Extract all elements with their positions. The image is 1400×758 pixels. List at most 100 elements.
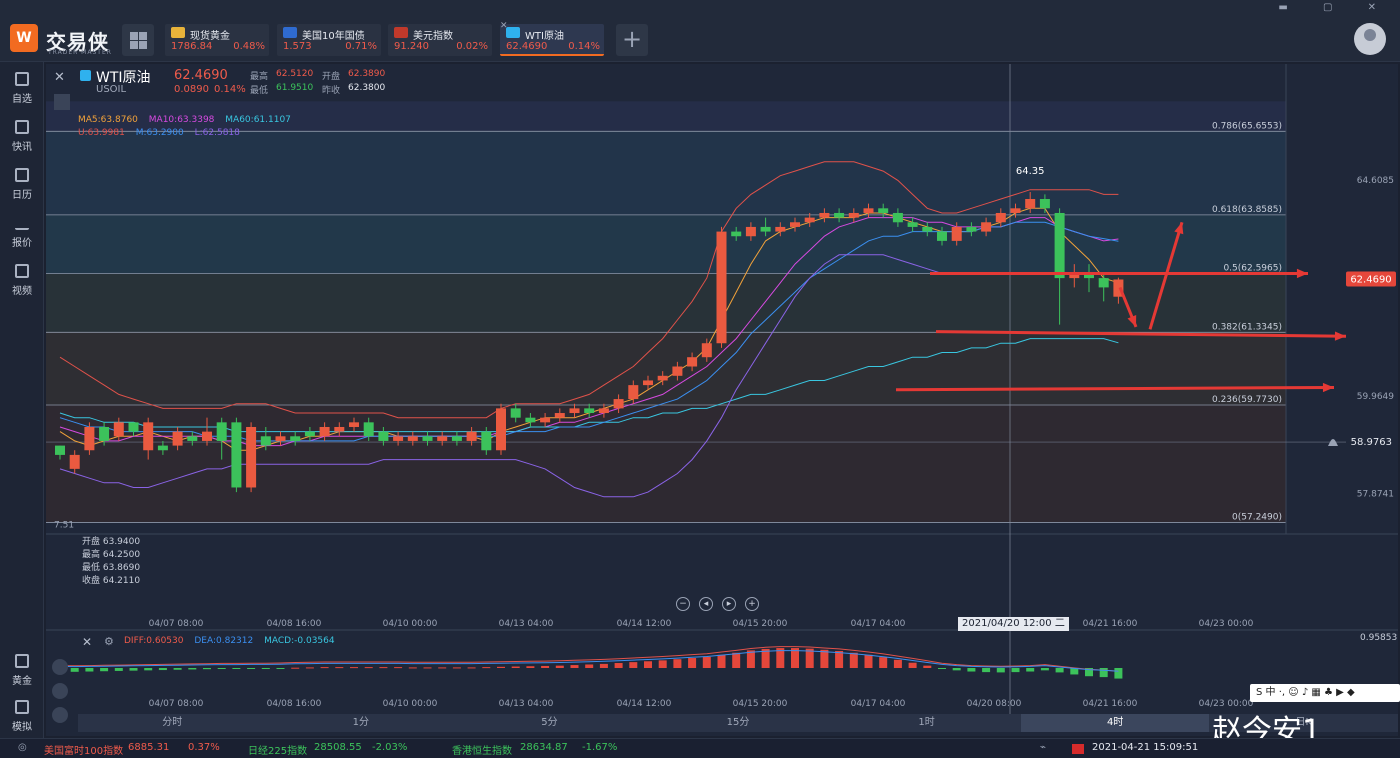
window-controls[interactable]: ▬ ▢ ✕ xyxy=(1278,2,1392,13)
tab-usd-index[interactable]: 美元指数 91.240 0.02% xyxy=(388,24,492,56)
sidebar-item-watchlist[interactable]: 自选 xyxy=(0,72,44,112)
zoom-in-icon[interactable]: + xyxy=(745,597,759,611)
candle-body xyxy=(1039,199,1050,209)
tab-us10y[interactable]: 美国10年国债 1.573 0.71% xyxy=(277,24,381,56)
draw-tool-icon[interactable] xyxy=(54,94,70,110)
candle-body xyxy=(848,212,859,218)
user-avatar[interactable] xyxy=(1354,23,1386,55)
ticker-name[interactable]: 香港恒生指数 xyxy=(452,746,512,757)
tab-change: 0.14% xyxy=(568,41,600,52)
period-tab[interactable]: 4时 xyxy=(1020,714,1210,732)
scroll-right-icon[interactable]: ▸ xyxy=(722,597,736,611)
macd-bar xyxy=(1011,668,1020,673)
candle-body xyxy=(716,231,727,344)
layout-grid-button[interactable] xyxy=(122,24,154,56)
candle-body xyxy=(290,436,301,441)
ticker-name[interactable]: 日经225指数 xyxy=(248,746,308,757)
fib-band xyxy=(46,214,1286,274)
ma60-value: MA60:61.1107 xyxy=(225,115,291,125)
candle-body xyxy=(598,408,609,414)
candle-body xyxy=(422,436,433,441)
macd-bar xyxy=(570,665,579,668)
indicator-icon[interactable] xyxy=(52,707,68,723)
candle-body xyxy=(981,222,992,232)
symbol-name[interactable]: WTI原油 xyxy=(96,70,151,86)
price-chart[interactable]: 0.786(65.6553) 0.618(63.8585) 0.5(62.5965)… xyxy=(46,64,1398,736)
candle-body xyxy=(804,217,815,223)
macd-bar xyxy=(335,667,344,669)
tab-name: WTI原油 xyxy=(525,31,564,42)
macd-bar xyxy=(526,666,535,668)
candle-body xyxy=(584,408,595,414)
ticker-name[interactable]: 美国富时100指数 xyxy=(44,746,124,757)
macd-bar xyxy=(379,667,388,669)
macd-time-label: 04/14 12:00 xyxy=(617,699,672,709)
macd-time-label: 04/07 08:00 xyxy=(149,699,204,709)
sidebar-item-calendar[interactable]: 日历 xyxy=(0,168,44,208)
candle-body xyxy=(1084,273,1094,279)
time-axis-label: 04/10 00:00 xyxy=(383,619,438,629)
headset-icon[interactable]: ◎ xyxy=(18,742,27,753)
candle-body xyxy=(819,212,830,218)
ticker-pct: 0.37% xyxy=(188,742,220,753)
period-tab[interactable]: 15分 xyxy=(726,717,750,728)
candle-body xyxy=(407,436,418,441)
period-tab[interactable]: 日K xyxy=(1295,717,1313,728)
ticker-pct: -1.67% xyxy=(582,742,618,753)
tab-wti[interactable]: ✕ WTI原油 62.4690 0.14% xyxy=(500,21,604,56)
candle-body xyxy=(466,431,477,441)
tab-gold[interactable]: 现货黄金 1786.84 0.48% xyxy=(165,24,269,56)
macd-bar xyxy=(791,648,799,668)
tab-close-icon[interactable]: ✕ xyxy=(500,21,508,31)
app-subtitle: TRADER MASTER xyxy=(48,49,112,56)
sidebar-item-quotes[interactable]: 报价 xyxy=(0,216,44,256)
zoom-out-icon[interactable]: − xyxy=(676,597,690,611)
boll-lower-value: L:62.5818 xyxy=(194,128,240,138)
candle-body xyxy=(128,422,139,432)
candle-body xyxy=(451,436,462,441)
open-value: 62.3890 xyxy=(348,69,386,79)
macd-bar xyxy=(1114,668,1123,679)
app-name: 交易侠 xyxy=(46,30,109,54)
ticker-value: 28508.55 xyxy=(314,742,362,753)
candle-body xyxy=(657,375,668,381)
macd-bar xyxy=(394,667,403,669)
macd-legend: DIFF:0.60530 DEA:0.82312 MACD:-0.03564 xyxy=(124,636,343,646)
add-tab-button[interactable]: + xyxy=(616,24,648,56)
macd-bar xyxy=(996,668,1005,673)
sidebar-item-label: 模拟 xyxy=(12,722,32,733)
ticker-pct: -2.03% xyxy=(372,742,408,753)
sidebar-item-video[interactable]: 视频 xyxy=(0,264,44,304)
candle-body xyxy=(99,426,110,441)
period-tab[interactable]: 1分 xyxy=(352,717,370,728)
gear-icon[interactable]: ⚙ xyxy=(104,635,114,648)
candle-body xyxy=(510,408,521,418)
current-price-text: 62.4690 xyxy=(1350,275,1391,286)
annotation-arrow xyxy=(935,330,1347,338)
cursor-icon[interactable] xyxy=(52,659,68,675)
period-tab[interactable]: 5分 xyxy=(541,717,558,728)
time-axis-label: 04/08 16:00 xyxy=(267,619,322,629)
candle-body xyxy=(731,231,742,237)
sidebar-item-label: 快讯 xyxy=(12,142,32,153)
tab-name: 美元指数 xyxy=(413,31,453,42)
pen-icon[interactable] xyxy=(52,683,68,699)
scroll-left-icon[interactable]: ◂ xyxy=(699,597,713,611)
candle-body xyxy=(437,436,448,441)
boll-legend: U:63.9981 M:63.2900 L:62.5818 xyxy=(78,128,248,138)
sidebar-item-gold[interactable]: 黄金 xyxy=(0,654,44,694)
candle-body xyxy=(334,426,345,432)
bell-icon xyxy=(1328,439,1338,447)
period-tab[interactable]: 1时 xyxy=(918,717,935,728)
candle-body xyxy=(760,226,771,232)
macd-bar xyxy=(85,668,94,672)
fib-label: 0.786(65.6553) xyxy=(1212,121,1282,131)
period-tab[interactable]: 分时 xyxy=(162,717,183,728)
price-axis-label: 7.51 xyxy=(54,521,74,531)
tab-price: 91.240 xyxy=(394,41,429,52)
close-icon[interactable]: ✕ xyxy=(54,70,65,85)
annotation-arrowhead xyxy=(1334,331,1346,341)
close-icon[interactable]: ✕ xyxy=(82,635,93,649)
sidebar-item-news[interactable]: 快讯 xyxy=(0,120,44,160)
sidebar-item-simulate[interactable]: 模拟 xyxy=(0,700,44,740)
